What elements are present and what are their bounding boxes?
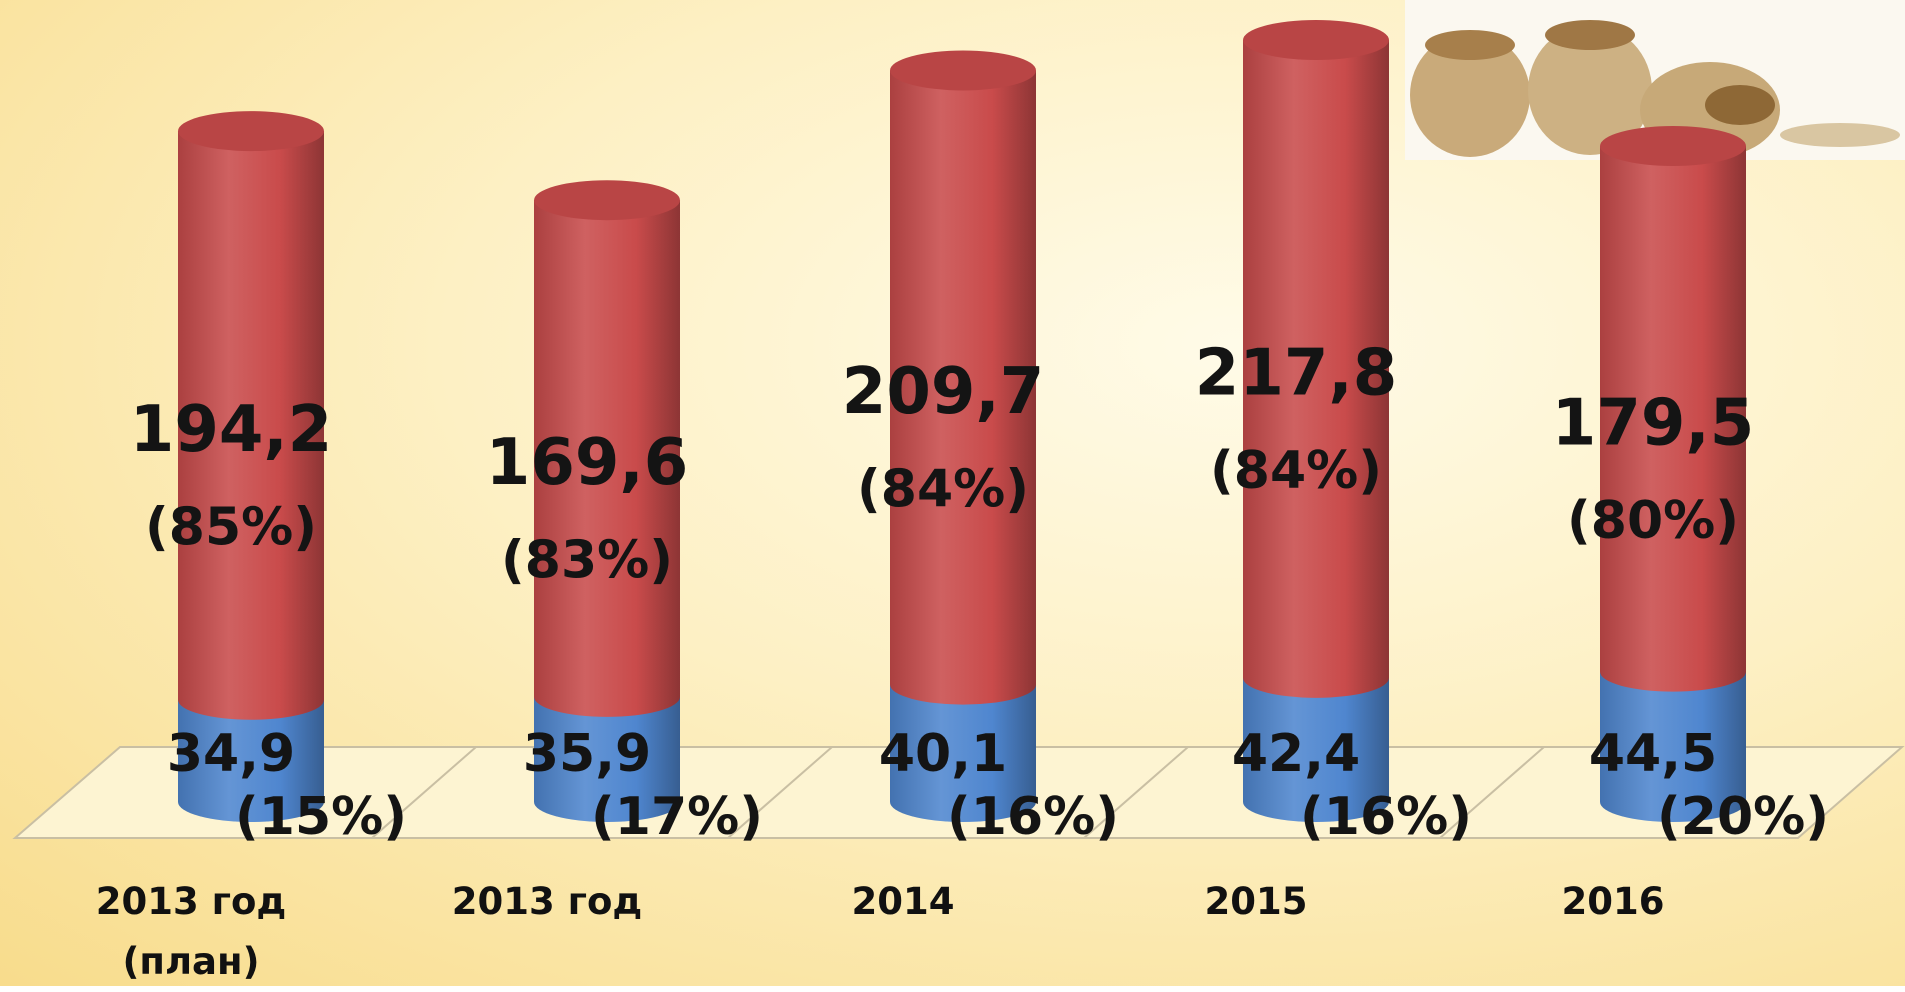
category-label: 2016	[1561, 880, 1665, 923]
cylinder-top	[1243, 20, 1389, 60]
cylinder-segment	[1243, 40, 1389, 698]
share-label: (17%)	[591, 787, 763, 847]
category-label: 2013 год	[451, 880, 643, 923]
share-label: (84%)	[857, 460, 1029, 520]
cylinder-segment	[1600, 146, 1746, 692]
value-label: 40,1	[879, 724, 1007, 784]
share-label: (16%)	[1300, 787, 1472, 847]
share-label: (15%)	[235, 787, 407, 847]
value-label: 35,9	[523, 724, 651, 784]
cylinder-segment	[1600, 671, 1746, 822]
cylinder-segment	[534, 696, 680, 822]
share-label: (83%)	[501, 531, 673, 591]
cylinder-top	[1600, 126, 1746, 167]
category-label: 2014	[851, 880, 955, 923]
share-label: (20%)	[1657, 787, 1829, 847]
value-label: 194,2	[130, 393, 332, 467]
value-label: 209,7	[842, 355, 1044, 429]
cylinder-segment	[178, 131, 324, 720]
value-label: 217,8	[1195, 336, 1397, 410]
floor-dividers	[371, 746, 1545, 839]
cylinder-segment	[890, 684, 1036, 822]
category-label: 2013 год (план)	[95, 880, 287, 983]
cylinder-segment	[1243, 677, 1389, 822]
share-label: (85%)	[145, 497, 317, 557]
value-label: 42,4	[1232, 724, 1360, 784]
value-label: 169,6	[486, 426, 688, 500]
cylinder-segment	[890, 70, 1036, 705]
share-label: (84%)	[1210, 441, 1382, 501]
cylinder-segment	[178, 699, 324, 822]
value-label: 179,5	[1552, 386, 1754, 460]
money-bags	[1405, 0, 1905, 160]
cylinder-top	[890, 50, 1036, 91]
category-label: 2015	[1204, 880, 1308, 923]
share-label: (80%)	[1567, 491, 1739, 551]
cylinder-top	[534, 180, 680, 221]
value-label: 34,9	[167, 724, 295, 784]
cylinder-segment	[534, 200, 680, 717]
value-label: 44,5	[1589, 724, 1717, 784]
cylinder-top	[178, 111, 324, 152]
share-label: (16%)	[947, 787, 1119, 847]
